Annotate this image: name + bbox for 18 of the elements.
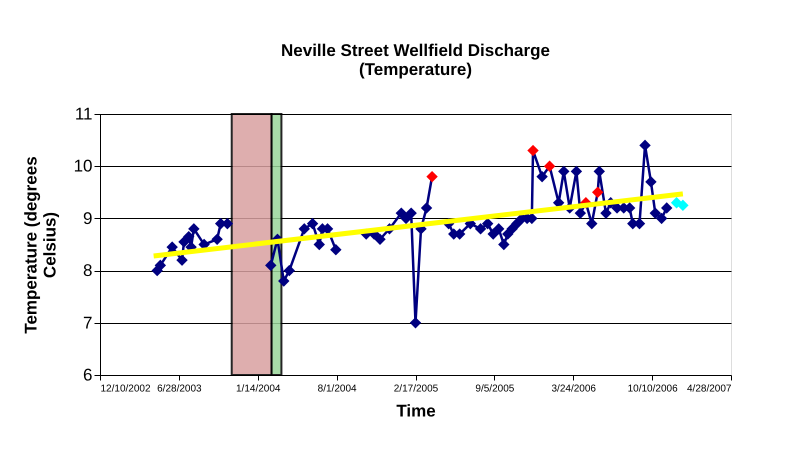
x-tick-label: 3/24/2006	[552, 384, 596, 394]
x-tick-label: 1/14/2004	[236, 384, 281, 394]
x-tick-label: 12/10/2002	[100, 384, 151, 394]
x-axis-title: Time	[396, 402, 436, 420]
x-tick-label: 6/28/2003	[157, 384, 202, 394]
x-tick-label: 8/1/2004	[318, 384, 358, 394]
x-tick-label: 2/17/2005	[394, 384, 439, 394]
y-tick-label: 8	[83, 261, 92, 280]
y-tick-label: 9	[83, 208, 92, 228]
y-axis-title: Temperature (degrees Celsius)	[22, 156, 60, 334]
y-tick-label: 11	[74, 104, 92, 124]
x-tick-label: 10/10/2006	[628, 384, 678, 394]
x-tick-label: 9/5/2005	[475, 384, 515, 394]
y-tick-label: 10	[74, 156, 92, 176]
x-tick-label: 4/28/2007	[687, 384, 732, 394]
chart-title: Neville Street Wellfield Discharge (Temperature)	[281, 41, 550, 79]
y-tick-label: 6	[83, 366, 92, 384]
y-tick-label: 7	[83, 313, 92, 332]
